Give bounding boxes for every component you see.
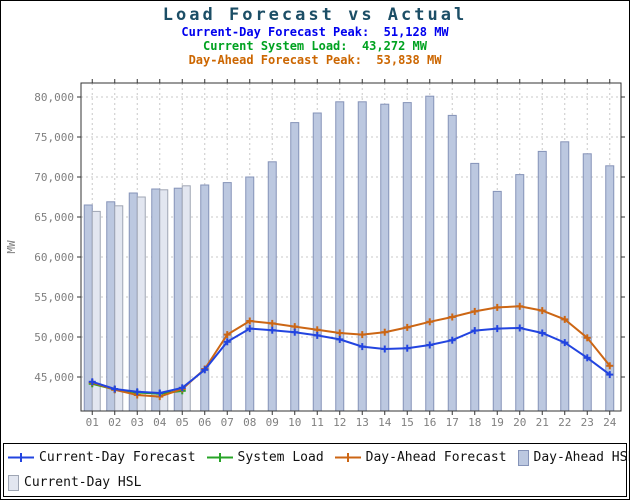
svg-text:16: 16 bbox=[423, 416, 436, 429]
svg-text:11: 11 bbox=[311, 416, 324, 429]
current-day-forecast-peak-text: Current-Day Forecast Peak: 51,128 MW bbox=[181, 25, 449, 39]
bar-day-ahead-hsl bbox=[447, 114, 457, 412]
svg-text:65,000: 65,000 bbox=[34, 211, 74, 224]
bar-day-ahead-hsl bbox=[515, 174, 525, 412]
svg-text:08: 08 bbox=[243, 416, 256, 429]
legend-item-current-day-forecast: Current-Day Forecast bbox=[8, 450, 196, 465]
axis-ticks bbox=[77, 79, 625, 415]
bar-day-ahead-hsl bbox=[312, 112, 322, 412]
bar-day-ahead-hsl bbox=[267, 161, 277, 412]
plot-border bbox=[80, 82, 622, 412]
legend: Current-Day Forecast System Load Day-Ahe… bbox=[3, 443, 629, 497]
svg-text:04: 04 bbox=[153, 416, 167, 429]
hsl-bars bbox=[83, 95, 615, 412]
bar-swatch-icon bbox=[517, 449, 529, 466]
line-swatch-icon bbox=[334, 453, 361, 462]
svg-text:15: 15 bbox=[401, 416, 414, 429]
svg-text:17: 17 bbox=[446, 416, 459, 429]
svg-text:07: 07 bbox=[221, 416, 234, 429]
legend-label: Day-Ahead Forecast bbox=[365, 450, 507, 465]
svg-text:20: 20 bbox=[513, 416, 526, 429]
legend-row-2: Current-Day HSL bbox=[8, 470, 622, 495]
bar-day-ahead-hsl bbox=[335, 101, 345, 412]
bar-day-ahead-hsl bbox=[425, 95, 435, 412]
bar-day-ahead-hsl bbox=[492, 190, 502, 412]
gridlines bbox=[81, 83, 621, 411]
svg-text:10: 10 bbox=[288, 416, 301, 429]
bar-day-ahead-hsl bbox=[290, 122, 300, 412]
bar-day-ahead-hsl bbox=[128, 192, 138, 412]
day-ahead-forecast-peak-text: Day-Ahead Forecast Peak: 53,838 MW bbox=[188, 53, 442, 67]
svg-text:24: 24 bbox=[603, 416, 617, 429]
svg-text:22: 22 bbox=[558, 416, 571, 429]
svg-text:50,000: 50,000 bbox=[34, 331, 74, 344]
chart-header: Load Forecast vs Actual Current-Day Fore… bbox=[1, 1, 629, 73]
svg-text:75,000: 75,000 bbox=[34, 131, 74, 144]
bar-day-ahead-hsl bbox=[222, 182, 232, 412]
bar-day-ahead-hsl bbox=[173, 187, 183, 412]
bar-day-ahead-hsl bbox=[582, 153, 592, 412]
svg-text:03: 03 bbox=[131, 416, 144, 429]
legend-row-1: Current-Day Forecast System Load Day-Ahe… bbox=[8, 445, 629, 470]
bar-day-ahead-hsl bbox=[560, 141, 570, 412]
svg-text:05: 05 bbox=[176, 416, 189, 429]
svg-text:13: 13 bbox=[356, 416, 369, 429]
bar-day-ahead-hsl bbox=[537, 150, 547, 412]
legend-item-day-ahead-hsl: Day-Ahead HSL bbox=[517, 449, 630, 466]
bar-current-day-hsl bbox=[114, 205, 124, 412]
svg-text:12: 12 bbox=[333, 416, 346, 429]
svg-text:21: 21 bbox=[536, 416, 549, 429]
bar-day-ahead-hsl bbox=[357, 101, 367, 412]
svg-text:18: 18 bbox=[468, 416, 481, 429]
svg-text:19: 19 bbox=[491, 416, 504, 429]
legend-label: Day-Ahead HSL bbox=[533, 450, 630, 465]
bar-current-day-hsl bbox=[159, 189, 169, 412]
bar-current-day-hsl bbox=[136, 196, 146, 412]
legend-item-system-load: System Load bbox=[206, 450, 324, 465]
bar-current-day-hsl bbox=[181, 185, 191, 412]
bar-day-ahead-hsl bbox=[245, 176, 255, 412]
current-system-load-text: Current System Load: 43,272 MW bbox=[203, 39, 427, 53]
legend-label: System Load bbox=[237, 450, 324, 465]
legend-label: Current-Day Forecast bbox=[39, 450, 196, 465]
y-axis-title: MW bbox=[5, 240, 18, 254]
svg-text:70,000: 70,000 bbox=[34, 171, 74, 184]
legend-item-day-ahead-forecast: Day-Ahead Forecast bbox=[334, 450, 507, 465]
svg-text:02: 02 bbox=[108, 416, 121, 429]
bar-day-ahead-hsl bbox=[83, 204, 93, 412]
svg-text:06: 06 bbox=[198, 416, 211, 429]
svg-text:80,000: 80,000 bbox=[34, 91, 74, 104]
svg-text:09: 09 bbox=[266, 416, 279, 429]
bar-day-ahead-hsl bbox=[151, 188, 161, 412]
bar-day-ahead-hsl bbox=[200, 184, 210, 412]
axis-labels: 01 02 03 04 05 06 07 08 09 10 11 12 13 14 15 16 17 18 19 20… bbox=[34, 91, 616, 429]
line-swatch-icon bbox=[206, 453, 233, 462]
legend-item-current-day-hsl: Current-Day HSL bbox=[8, 474, 142, 491]
svg-text:14: 14 bbox=[378, 416, 392, 429]
svg-text:01: 01 bbox=[86, 416, 99, 429]
bar-day-ahead-hsl bbox=[402, 102, 412, 412]
line-swatch-icon bbox=[8, 453, 34, 462]
svg-text:60,000: 60,000 bbox=[34, 251, 74, 264]
bar-day-ahead-hsl bbox=[470, 162, 480, 412]
svg-text:55,000: 55,000 bbox=[34, 291, 74, 304]
bar-swatch-icon bbox=[8, 474, 19, 491]
load-chart-plot: 01 02 03 04 05 06 07 08 09 10 11 12 13 14 15 16 17 18 19 20… bbox=[5, 79, 625, 429]
svg-text:45,000: 45,000 bbox=[34, 371, 74, 384]
chart-title: Load Forecast vs Actual bbox=[162, 5, 468, 25]
bar-day-ahead-hsl bbox=[106, 201, 116, 412]
svg-text:23: 23 bbox=[581, 416, 594, 429]
legend-label: Current-Day HSL bbox=[24, 475, 142, 490]
series-current-day-forecast bbox=[88, 324, 614, 397]
bar-day-ahead-hsl bbox=[380, 103, 390, 412]
